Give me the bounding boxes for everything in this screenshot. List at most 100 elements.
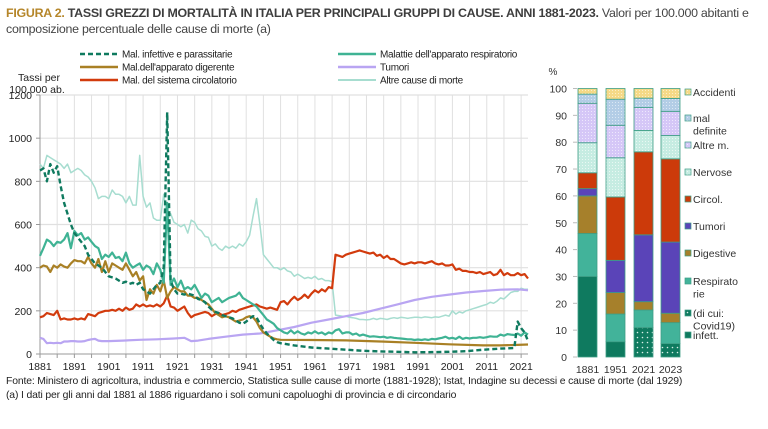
figure-title: FIGURA 2. TASSI GREZZI DI MORTALITÀ IN I…	[6, 5, 766, 37]
bar-chart-grid: 0 10 20 30 40 50 60 70 80 90 100	[549, 84, 577, 364]
x-tick-label: 2011	[475, 361, 498, 373]
bar-segment-altre-1881	[577, 102, 598, 144]
y-tick-label: 0	[26, 349, 32, 361]
figure-footer: Fonte: Ministero di agricoltura, industr…	[6, 375, 682, 402]
bar-x-tick-label: 1951	[604, 364, 628, 376]
bar-segment-tumori-1951	[605, 259, 626, 293]
bar-legend-swatch-nervose	[684, 168, 692, 176]
bar-legend-label-respir: Respirato	[693, 276, 738, 288]
legend-label-digerente: Mal.dell'apparato digerente	[122, 63, 235, 74]
x-tick-label: 1981	[372, 361, 396, 373]
x-tick-label: 2021	[509, 361, 533, 373]
bar-legend-swatch-tumori	[684, 222, 692, 230]
bar-legend-label-tumori: Tumori	[693, 221, 725, 233]
bar-legend-label-covid: Covid19)	[693, 321, 735, 333]
x-tick-label: 1931	[200, 361, 224, 373]
bar-y-tick-label: 100	[549, 84, 567, 96]
line-chart-axes: 0 200 400 600 800 1000 1200 1881 1891 1901 1911 192…	[9, 90, 533, 373]
bar-segment-maldef-1881	[577, 93, 598, 104]
y-tick-label: 1000	[9, 133, 33, 145]
bar-legend-label-maldef: mal	[693, 113, 710, 125]
legend-label-altre: Altre cause di morte	[380, 76, 464, 87]
bar-segment-tumori-2023	[660, 241, 681, 314]
bar-segment-circol-2023	[660, 158, 681, 243]
stacked-bar-chart: % 0 10 20 30 40 50 60 70 80 90 100 1881 1951 2021 202…	[549, 67, 739, 376]
bar-legend-swatch-respir	[684, 277, 692, 285]
bar-legend-swatch-maldef	[684, 114, 692, 122]
bar-segment-nervose-1951	[605, 157, 626, 198]
bar-y-tick-label: 20	[555, 298, 567, 310]
legend-label-respiratorio: Malattie dell'apparato respiratorio	[380, 50, 518, 61]
bar-y-tick-label: 0	[561, 352, 567, 364]
bar-segment-respir-1951	[605, 313, 626, 343]
figure-label: FIGURA 2.	[6, 6, 65, 20]
bar-segment-nervose-2021	[633, 129, 654, 153]
bar-segment-maldef-2021	[633, 97, 654, 108]
bar-segment-respir-2023	[660, 322, 681, 344]
bar-segment-digest-2021	[633, 301, 654, 311]
bar-y-tick-label: 70	[555, 164, 567, 176]
bar-segment-altre-2021	[633, 107, 654, 131]
bar-segment-accidenti-1951	[605, 88, 626, 100]
bar-segment-infett-1951	[605, 341, 626, 358]
bar-y-tick-label: 90	[555, 110, 567, 122]
bar-legend-label-circol: Circol.	[693, 194, 723, 206]
bar-x-tick-label: 2021	[632, 364, 656, 376]
y-axis-label-line1: Tassi per	[18, 72, 61, 84]
bar-y-tick-label: 80	[555, 137, 567, 149]
bar-legend-label-digest: Digestive	[693, 248, 736, 260]
line-chart-grid	[40, 94, 528, 354]
bar-legend-label-altre: Altre m.	[693, 140, 729, 152]
x-tick-label: 1911	[132, 361, 155, 373]
bar-legend-swatch-circol	[684, 195, 692, 203]
bar-segment-circol-1881	[577, 172, 598, 190]
bar-y-tick-label: 60	[555, 191, 567, 203]
data-note: (a) I dati per gli anni dal 1881 al 1886…	[6, 389, 457, 401]
legend-label-circolatorio: Mal. del sistema circolatorio	[122, 76, 237, 87]
series-line-altre	[39, 154, 528, 321]
bar-legend-label-maldef: definite	[693, 126, 727, 138]
bar-segment-covid-2021	[633, 327, 654, 358]
bar-segment-maldef-1951	[605, 98, 626, 126]
bar-x-tick-label: 1881	[576, 364, 600, 376]
x-tick-label: 1881	[28, 361, 52, 373]
bar-segment-respir-1881	[577, 233, 598, 277]
bar-segment-tumori-1881	[577, 188, 598, 197]
bar-y-tick-label: 10	[555, 325, 567, 337]
bar-segment-tumori-2021	[633, 234, 654, 303]
figure-subtitle: Valori per 100.000 abitanti e composizio…	[6, 6, 749, 36]
bar-legend-label-respir: rie	[693, 289, 705, 301]
bar-legend-label-infett: infett.	[693, 330, 719, 342]
x-tick-label: 1901	[97, 361, 121, 373]
bar-segment-nervose-1881	[577, 142, 598, 174]
bar-chart-bars: 1881 1951 2021 2023	[576, 88, 683, 376]
series-line-respiratorio	[38, 201, 529, 342]
bar-segment-digest-1881	[577, 195, 598, 234]
bar-legend-swatch-infett	[684, 331, 692, 339]
bar-y-tick-label: 50	[555, 218, 567, 230]
legend-label-infettive: Mal. infettive e parassitarie	[122, 50, 233, 61]
x-tick-label: 2001	[441, 361, 465, 373]
line-chart: 0 200 400 600 800 1000 1200 1881 1891 1901 1911 192…	[9, 50, 533, 374]
bar-legend-swatch-digest	[684, 249, 692, 257]
legend-label-tumori: Tumori	[380, 63, 409, 74]
bar-segment-accidenti-2023	[660, 88, 681, 99]
bar-x-tick-label: 2023	[659, 364, 683, 376]
x-tick-label: 1941	[235, 361, 259, 373]
x-tick-label: 1891	[63, 361, 87, 373]
bar-segment-covid-2023	[660, 343, 681, 358]
x-tick-label: 1991	[406, 361, 430, 373]
bar-segment-maldef-2023	[660, 98, 681, 112]
y-tick-label: 400	[14, 263, 32, 275]
bar-legend-label-accidenti: Accidenti	[693, 87, 736, 99]
bar-segment-circol-2021	[633, 151, 654, 236]
y-tick-label: 200	[14, 306, 32, 318]
bar-y-axis-unit: %	[549, 67, 558, 78]
x-tick-label: 1921	[166, 361, 190, 373]
bar-segment-accidenti-1881	[577, 88, 598, 95]
x-tick-label: 1961	[303, 361, 327, 373]
series-line-infettive	[39, 111, 530, 354]
source-note: Fonte: Ministero di agricoltura, industr…	[6, 376, 683, 387]
figure-main-title: TASSI GREZZI DI MORTALITÀ IN ITALIA PER …	[64, 6, 599, 20]
